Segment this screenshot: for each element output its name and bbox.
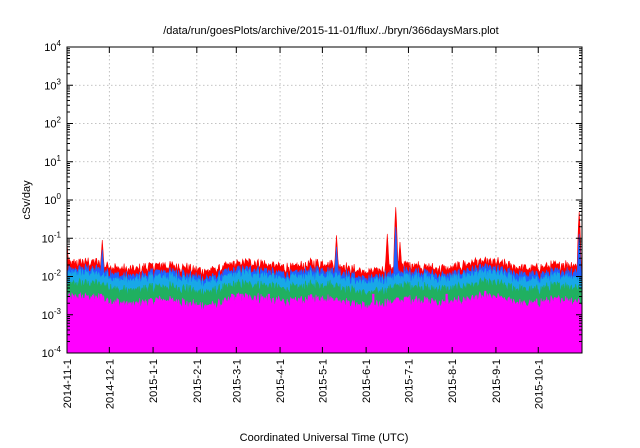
x-tick-label: 2015-1-1 [148, 359, 160, 403]
series-dip [231, 293, 234, 353]
series-dip [267, 293, 270, 353]
chart-title: /data/run/goesPlots/archive/2015-11-01/f… [163, 25, 498, 37]
x-tick-label: 2015-9-1 [491, 359, 503, 403]
y-tick-label: 103 [44, 77, 61, 92]
x-tick-label: 2015-5-1 [317, 359, 329, 403]
y-tick-label: 104 [44, 39, 61, 54]
series-dip [236, 293, 239, 353]
x-tick-label: 2014-12-1 [104, 359, 116, 409]
x-tick-label: 2015-4-1 [275, 359, 287, 403]
y-tick-label: 102 [44, 116, 61, 131]
series-area [66, 290, 583, 354]
y-tick-label: 101 [44, 154, 61, 169]
series-dip [445, 293, 448, 353]
x-tick-label: 2015-8-1 [447, 359, 459, 403]
y-tick-label: 10-4 [42, 345, 62, 360]
y-axis-title: cSv/day [21, 180, 33, 220]
x-tick-label: 2014-11-1 [62, 359, 74, 408]
y-tick-label: 10-1 [42, 230, 62, 245]
series-dip [99, 293, 103, 353]
series-dip [372, 293, 375, 353]
axis-ticks [66, 46, 582, 354]
x-tick-label: 2015-10-1 [533, 359, 545, 409]
x-tick-label: 2015-7-1 [403, 359, 415, 403]
series-dip [239, 293, 242, 353]
x-tick-label: 2015-2-1 [192, 359, 204, 403]
y-tick-label: 100 [44, 192, 61, 207]
x-tick-label: 2015-3-1 [231, 359, 243, 403]
y-tick-label: 10-3 [42, 307, 62, 322]
y-tick-labels: 10-4 10-3 10-2 10-1 100 101 102 103 104 [42, 39, 62, 360]
series-layer [66, 207, 583, 354]
y-tick-label: 10-2 [42, 269, 62, 284]
x-tick-label: 2015-6-1 [361, 359, 373, 403]
x-tick-labels: 2014-11-1 2014-12-1 2015-1-1 2015-2-1 2015-3… [62, 359, 545, 409]
x-axis-title: Coordinated Universal Time (UTC) [240, 432, 409, 444]
